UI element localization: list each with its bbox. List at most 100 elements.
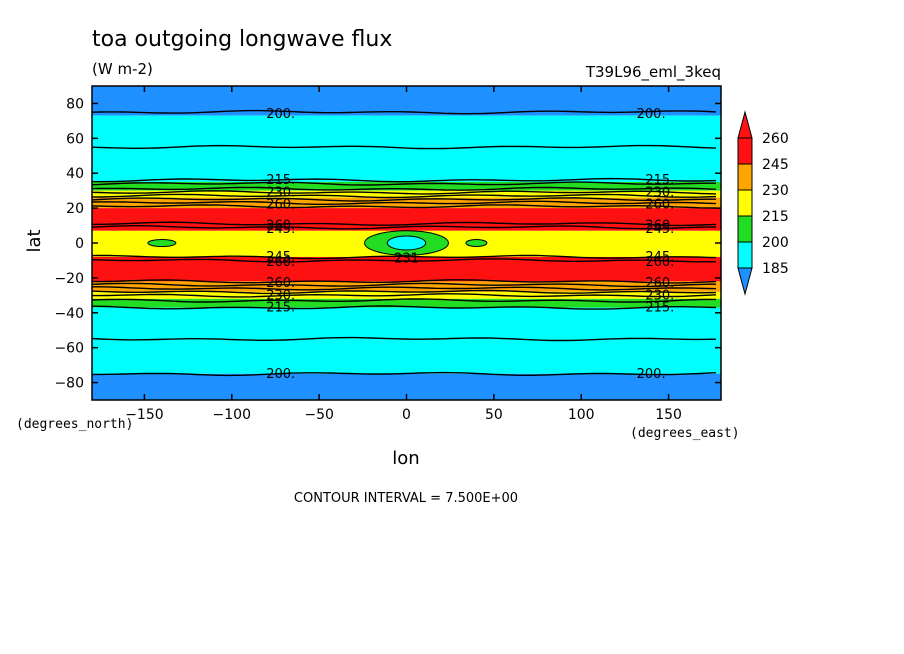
run-id-label: T39L96_eml_3keq [585, 63, 721, 82]
contour-label: 200. [637, 367, 666, 382]
contour-line [92, 289, 717, 295]
contour-line [92, 109, 717, 115]
contour-interval-text: CONTOUR INTERVAL = 7.500E+00 [294, 491, 518, 506]
x-tick-label: −150 [125, 407, 163, 423]
contour-line [92, 305, 717, 310]
y-tick-label: 0 [75, 236, 84, 252]
contour-band [92, 307, 721, 374]
y-tick-label: 60 [66, 131, 84, 147]
contour-line [92, 225, 717, 230]
y-tick-label: 80 [66, 96, 84, 112]
contour-line [92, 258, 717, 263]
contour-label: 215. [645, 301, 674, 316]
chart-title: toa outgoing longwave flux [92, 27, 392, 52]
contour-band [92, 181, 721, 191]
y-tick-label: 40 [66, 166, 84, 182]
contour-label: 231 [394, 252, 419, 267]
x-tick-label: −50 [304, 407, 334, 423]
contour-label: 215. [266, 301, 295, 316]
colorbar-label: 245 [762, 157, 789, 173]
y-axis-ticks: −80 −60 −40 −20 0 20 40 60 80 [54, 96, 721, 392]
y-tick-label: −40 [54, 306, 84, 322]
contour-band [92, 115, 721, 182]
colorbar-extend-min [737, 267, 753, 296]
x-axis-ticks: −150 −100 −50 0 50 100 150 [125, 86, 682, 423]
contour-line [92, 181, 716, 186]
colorbar-label: 260 [762, 131, 789, 147]
contour-line [92, 221, 717, 227]
contour-label: 215. [266, 173, 295, 188]
x-tick-label: 150 [655, 407, 682, 423]
colorbar-segment [737, 163, 753, 191]
contour-label: 260. [645, 255, 674, 270]
y-axis-label: lat [24, 229, 45, 252]
contour-label: 260. [645, 198, 674, 213]
colorbar-segment [737, 189, 753, 217]
contour-line [92, 293, 717, 298]
contour-label: 260. [266, 255, 295, 270]
colorbar-label: 230 [762, 183, 789, 199]
colorbar-label: 200 [762, 235, 789, 251]
contour-label: 200. [637, 107, 666, 122]
contour-label: 200. [266, 107, 295, 122]
contour-line [92, 371, 717, 377]
colorbar-segment [737, 215, 753, 243]
contour-label: 260. [645, 219, 674, 234]
contour-band [92, 298, 721, 308]
contour-line [92, 298, 716, 303]
contour-line [92, 286, 717, 291]
x-tick-label: −100 [213, 407, 251, 423]
contour-features [147, 230, 488, 256]
contour-line [92, 200, 717, 205]
contour-label: 230. [645, 288, 674, 303]
contour-line [92, 177, 717, 183]
plot-area: 200. 200.215. 215.230. 230.260. 260.260. 260.… [91, 85, 722, 401]
x-units-label: (degrees_east) [630, 426, 740, 441]
y-tick-label: −20 [54, 271, 84, 287]
contour-line [92, 336, 717, 342]
contour-label: 230. [266, 288, 295, 303]
y-units-label: (degrees_north) [16, 417, 133, 432]
contour-line [92, 279, 717, 284]
x-tick-label: 0 [402, 407, 411, 423]
contour-label: 260. [266, 198, 295, 213]
y-tick-label: −60 [54, 341, 84, 357]
contour-label: 230. [266, 185, 295, 200]
x-tick-label: 100 [568, 407, 595, 423]
contour-feature [386, 235, 427, 251]
x-tick-label: 50 [485, 407, 503, 423]
contour-label: 230. [645, 185, 674, 200]
contour-band [92, 281, 721, 292]
y-tick-label: 20 [66, 201, 84, 217]
colorbar-label: 215 [762, 209, 789, 225]
colorbar: 260 245 230 215 200 185 [737, 110, 789, 296]
contour-lines [92, 109, 717, 377]
contour-label: 245. [645, 250, 674, 265]
colorbar-segment [737, 137, 753, 165]
contour-feature [147, 239, 177, 247]
colorbar-extend-max [737, 110, 753, 139]
contour-line [92, 190, 717, 195]
contour-line [92, 144, 717, 150]
contour-line [92, 254, 717, 260]
chart-units: (W m-2) [92, 60, 153, 78]
contour-label: 215. [645, 173, 674, 188]
contour-labels: 200. 200.215. 215.230. 230.260. 260.260. 260.… [266, 107, 674, 382]
contour-line [92, 204, 717, 209]
contour-label: 245. [266, 250, 295, 265]
contour-label: 260. [266, 276, 295, 291]
contour-feature [465, 239, 488, 247]
contour-line [92, 282, 716, 288]
contour-label: 200. [266, 367, 295, 382]
contour-line [92, 186, 717, 191]
y-tick-label: −80 [54, 376, 84, 392]
contour-line [92, 193, 717, 199]
contour-label: 260. [266, 219, 295, 234]
contour-label: 260. [645, 276, 674, 291]
contour-line [92, 197, 716, 202]
x-axis-label: lon [392, 448, 419, 469]
contour-label: 245. [266, 222, 295, 237]
colorbar-label: 185 [762, 261, 789, 277]
contour-label: 245. [645, 222, 674, 237]
